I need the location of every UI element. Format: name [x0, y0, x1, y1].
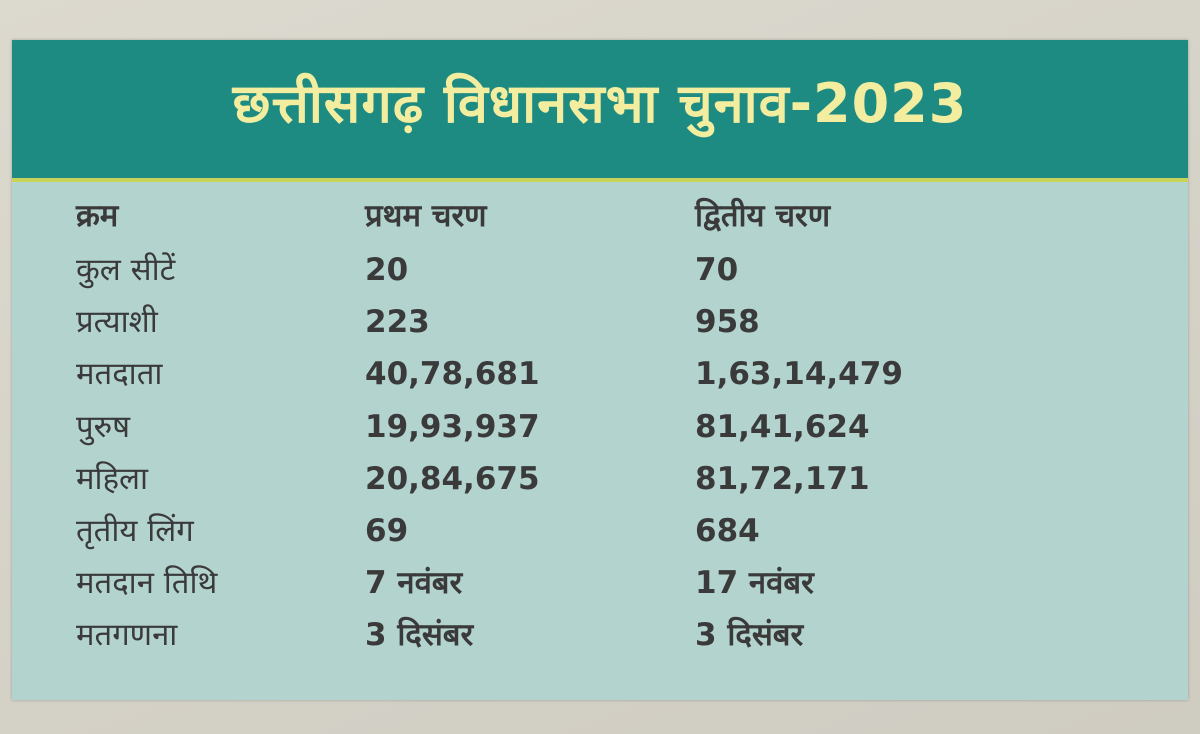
cell-value: 69 [365, 513, 409, 549]
table-row: महिला 20,84,675 81,72,171 [12, 453, 1188, 505]
title: छत्तीसगढ़ विधानसभा चुनाव-2023 [232, 72, 968, 135]
row-label: प्रत्याशी [76, 304, 158, 341]
cell-value: 70 [695, 252, 739, 288]
cell-value: 223 [365, 304, 430, 341]
info-box: छत्तीसगढ़ विधानसभा चुनाव-2023 क्रम प्रथम … [12, 40, 1188, 700]
row-label: महिला [76, 460, 149, 497]
header-band: छत्तीसगढ़ विधानसभा चुनाव-2023 [12, 40, 1188, 182]
table-row: मतगणना 3 दिसंबर 3 दिसंबर [12, 609, 1188, 661]
row-label: मतदान तिथि [76, 565, 218, 602]
table-row: कुल सीटें 20 70 [12, 244, 1188, 296]
column-header: द्वितीय चरण [695, 198, 831, 234]
row-label: पुरुष [76, 408, 131, 445]
row-label: मतदाता [76, 356, 163, 393]
row-label: कुल सीटें [76, 252, 176, 288]
cell-value: 20 [365, 252, 409, 288]
table-row: पुरुष 19,93,937 81,41,624 [12, 401, 1188, 453]
cell-value: 3 दिसंबर [695, 617, 804, 654]
cell-value: 20,84,675 [365, 460, 540, 497]
table-row: मतदान तिथि 7 नवंबर 17 नवंबर [12, 557, 1188, 609]
column-header: प्रथम चरण [365, 198, 487, 234]
cell-value: 17 नवंबर [695, 565, 814, 602]
table-row: तृतीय लिंग 69 684 [12, 505, 1188, 557]
cell-value: 1,63,14,479 [695, 356, 903, 393]
cell-value: 958 [695, 304, 760, 341]
cell-value: 81,72,171 [695, 460, 870, 497]
row-label: तृतीय लिंग [76, 513, 194, 549]
row-label: मतगणना [76, 617, 178, 654]
cell-value: 7 नवंबर [365, 565, 463, 602]
table-row: प्रत्याशी 223 958 [12, 296, 1188, 348]
column-header: क्रम [76, 198, 119, 234]
cell-value: 684 [695, 513, 760, 549]
cell-value: 40,78,681 [365, 356, 540, 393]
header-row: क्रम प्रथम चरण द्वितीय चरण [12, 190, 1188, 242]
cell-value: 81,41,624 [695, 408, 870, 445]
table-row: मतदाता 40,78,681 1,63,14,479 [12, 348, 1188, 400]
cell-value: 19,93,937 [365, 408, 540, 445]
cell-value: 3 दिसंबर [365, 617, 474, 654]
